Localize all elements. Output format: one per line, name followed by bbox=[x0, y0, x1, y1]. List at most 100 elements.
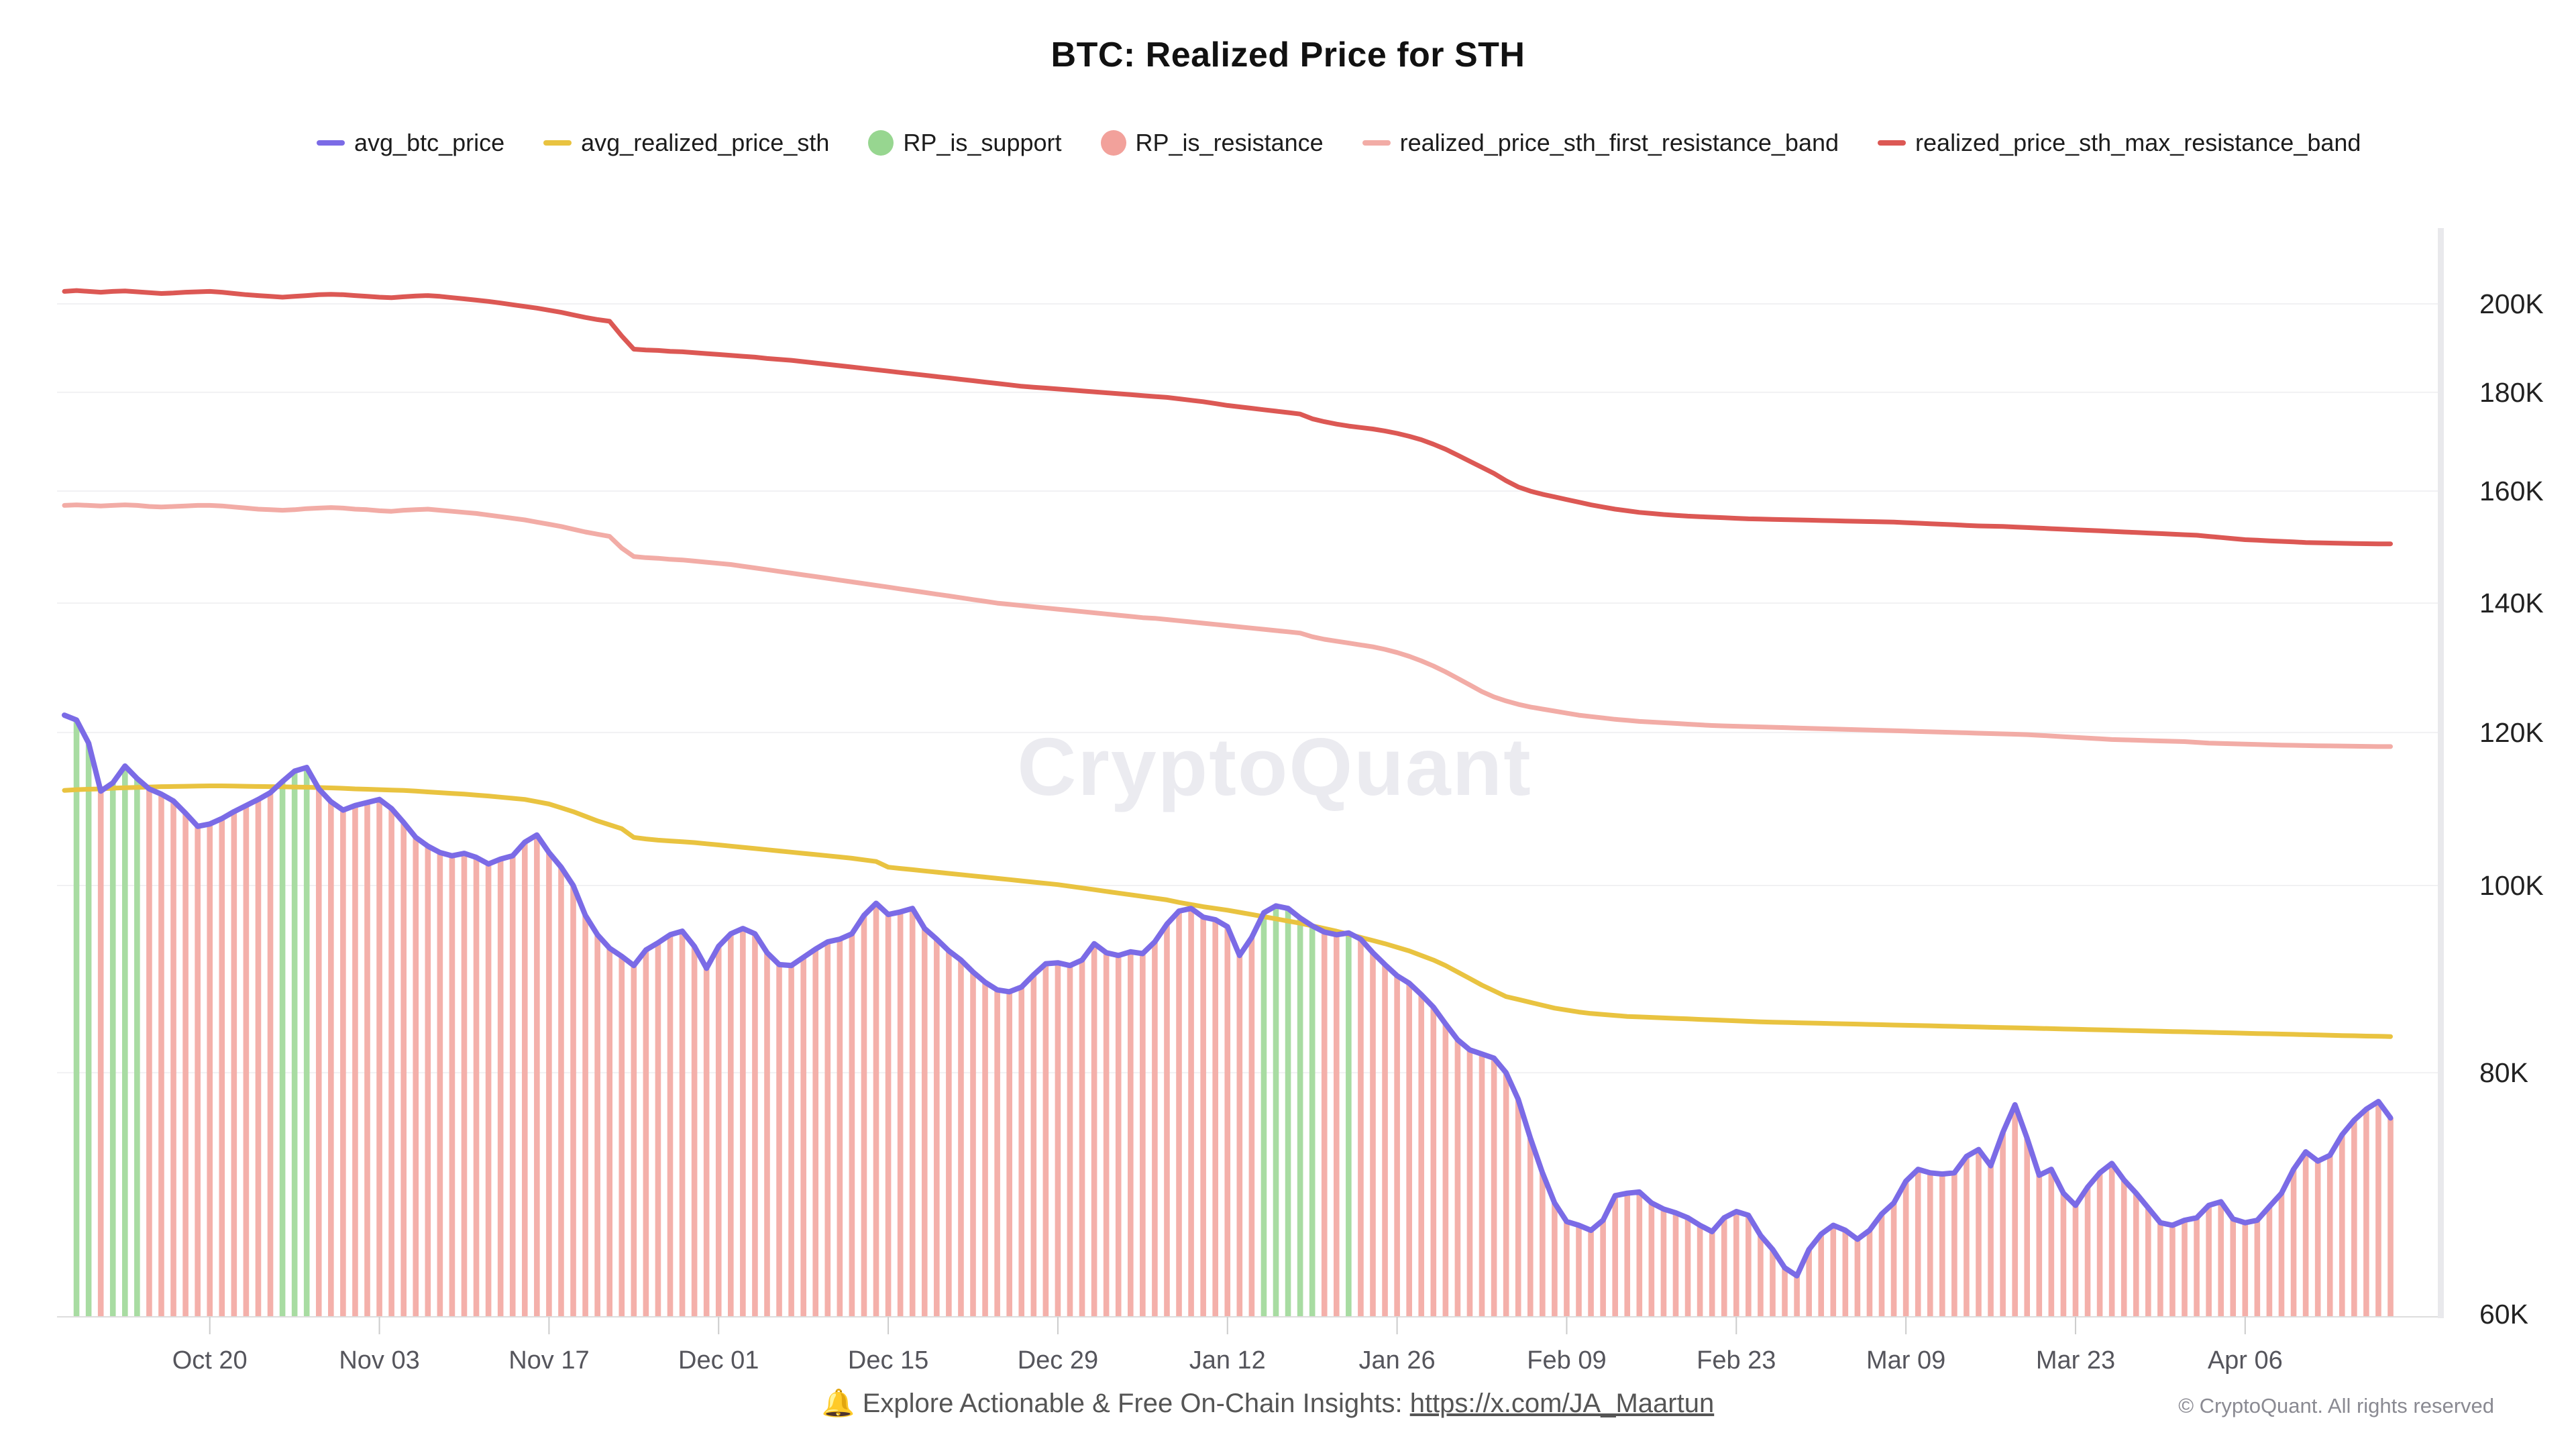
resistance-bar bbox=[1370, 953, 1376, 1317]
resistance-bar bbox=[776, 964, 782, 1317]
x-tick-label[interactable]: Jan 26 bbox=[1359, 1346, 1436, 1375]
resistance-bar bbox=[146, 788, 152, 1317]
legend-item-realized_price_sth_first_resistance_band[interactable]: realized_price_sth_first_resistance_band bbox=[1362, 129, 1839, 157]
resistance-bar bbox=[1527, 1138, 1534, 1317]
resistance-bar bbox=[2351, 1120, 2357, 1317]
resistance-bar bbox=[2145, 1208, 2151, 1317]
resistance-bar bbox=[2012, 1104, 2018, 1317]
resistance-bar bbox=[2387, 1118, 2394, 1317]
legend-item-realized_price_sth_max_resistance_band[interactable]: realized_price_sth_max_resistance_band bbox=[1878, 129, 2361, 157]
resistance-bar bbox=[1830, 1225, 1837, 1317]
resistance-bar bbox=[437, 852, 443, 1317]
resistance-bar bbox=[788, 965, 794, 1317]
resistance-bar bbox=[994, 989, 1000, 1317]
resistance-bar bbox=[1394, 975, 1400, 1317]
x-tick-label[interactable]: Nov 03 bbox=[339, 1346, 419, 1375]
line-swatch-realized_price_sth_first_resistance_band bbox=[1362, 140, 1391, 146]
y-tick-label[interactable]: 140K bbox=[2479, 588, 2544, 619]
x-tick-label[interactable]: Dec 15 bbox=[848, 1346, 928, 1375]
resistance-bar bbox=[1430, 1007, 1437, 1317]
resistance-bar bbox=[1491, 1058, 1497, 1317]
support-bar bbox=[1346, 932, 1352, 1317]
resistance-bar bbox=[2278, 1193, 2285, 1317]
resistance-bar bbox=[2157, 1222, 2163, 1317]
y-tick-label[interactable]: 200K bbox=[2479, 288, 2544, 319]
resistance-bar bbox=[594, 934, 600, 1317]
x-tick-label[interactable]: Feb 23 bbox=[1697, 1346, 1776, 1375]
resistance-bar bbox=[1782, 1267, 1788, 1317]
resistance-bar bbox=[485, 863, 492, 1317]
resistance-bar bbox=[1794, 1275, 1800, 1317]
resistance-bar bbox=[497, 859, 504, 1317]
page-title: BTC: Realized Price for STH bbox=[1051, 36, 1525, 74]
realized_price_sth_first_resistance_band-line[interactable] bbox=[62, 502, 2393, 749]
resistance-bar bbox=[764, 953, 770, 1317]
resistance-bar bbox=[1055, 963, 1061, 1317]
resistance-bar bbox=[2254, 1220, 2261, 1317]
resistance-bar bbox=[2363, 1109, 2369, 1317]
x-tick-label[interactable]: Nov 17 bbox=[508, 1346, 589, 1375]
resistance-bar bbox=[849, 934, 855, 1317]
resistance-bar bbox=[413, 837, 419, 1317]
resistance-bar bbox=[376, 799, 382, 1317]
chart-legend: avg_btc_price avg_realized_price_sth RP_is… bbox=[317, 129, 2363, 157]
resistance-bar bbox=[1902, 1181, 1909, 1317]
resistance-bar bbox=[1721, 1218, 1727, 1317]
resistance-bar bbox=[1442, 1024, 1449, 1317]
y-tick-label[interactable]: 100K bbox=[2479, 870, 2544, 901]
avg_realized_price_sth-line[interactable] bbox=[62, 784, 2393, 1039]
support-bar bbox=[1297, 918, 1303, 1317]
resistance-bar bbox=[1540, 1173, 1546, 1317]
resistance-bar bbox=[740, 928, 746, 1317]
resistance-bar bbox=[449, 855, 455, 1317]
resistance-bar bbox=[1006, 991, 1012, 1317]
x-tick-label[interactable]: Apr 06 bbox=[2208, 1346, 2283, 1375]
y-tick-label[interactable]: 160K bbox=[2479, 476, 2544, 506]
resistance-bar bbox=[521, 842, 528, 1317]
resistance-bar bbox=[1964, 1156, 1970, 1317]
y-tick-label[interactable]: 80K bbox=[2479, 1057, 2528, 1088]
resistance-bar bbox=[921, 928, 928, 1317]
y-tick-label[interactable]: 180K bbox=[2479, 377, 2544, 408]
resistance-bar bbox=[195, 826, 201, 1317]
resistance-bar bbox=[861, 915, 867, 1317]
resistance-bar bbox=[1152, 942, 1158, 1317]
resistance-bar bbox=[1890, 1203, 1897, 1317]
resistance-bar bbox=[425, 846, 431, 1317]
resistance-bar bbox=[2000, 1132, 2006, 1317]
resistance-bar bbox=[946, 951, 952, 1317]
legend-item-avg_btc_price[interactable]: avg_btc_price bbox=[317, 129, 504, 157]
legend-item-RP_is_support[interactable]: RP_is_support bbox=[868, 129, 1062, 157]
avg_btc_price-line[interactable] bbox=[62, 712, 2394, 1279]
legend-item-avg_realized_price_sth[interactable]: avg_realized_price_sth bbox=[543, 129, 829, 157]
x-tick-label[interactable]: Dec 29 bbox=[1018, 1346, 1098, 1375]
resistance-bar bbox=[1236, 955, 1243, 1317]
resistance-bar bbox=[1866, 1230, 1873, 1317]
resistance-bar bbox=[158, 794, 164, 1317]
resistance-bar bbox=[2169, 1225, 2176, 1317]
footer-link[interactable]: https://x.com/JA_Maartun bbox=[1409, 1389, 1715, 1418]
resistance-bar bbox=[1939, 1174, 1945, 1317]
legend-item-RP_is_resistance[interactable]: RP_is_resistance bbox=[1100, 129, 1324, 157]
x-tick-label[interactable]: Mar 09 bbox=[1866, 1346, 1945, 1375]
resistance-bar bbox=[1878, 1214, 1885, 1317]
x-tick-label[interactable]: Jan 12 bbox=[1189, 1346, 1266, 1375]
x-tick-label[interactable]: Oct 20 bbox=[172, 1346, 248, 1375]
resistance-bar bbox=[170, 800, 176, 1317]
legend-label: RP_is_resistance bbox=[1135, 129, 1324, 156]
copyright-notice: © CryptoQuant. All rights reserved bbox=[2178, 1394, 2494, 1417]
x-tick-label[interactable]: Mar 23 bbox=[2036, 1346, 2115, 1375]
resistance-bar bbox=[1479, 1054, 1485, 1317]
resistance-bar bbox=[461, 853, 468, 1317]
resistance-bar bbox=[315, 788, 322, 1317]
x-tick-label[interactable]: Dec 01 bbox=[678, 1346, 759, 1375]
resistance-bar bbox=[1709, 1231, 1715, 1317]
realized_price_sth_max_resistance_band-line[interactable] bbox=[62, 288, 2393, 547]
y-tick-label[interactable]: 60K bbox=[2479, 1299, 2528, 1330]
watermark: CryptoQuant bbox=[1017, 721, 1532, 812]
x-tick-label[interactable]: Feb 09 bbox=[1527, 1346, 1606, 1375]
resistance-bar bbox=[1334, 934, 1340, 1317]
y-tick-label[interactable]: 120K bbox=[2479, 717, 2544, 748]
resistance-bar bbox=[958, 960, 964, 1317]
support-bar bbox=[279, 781, 286, 1317]
